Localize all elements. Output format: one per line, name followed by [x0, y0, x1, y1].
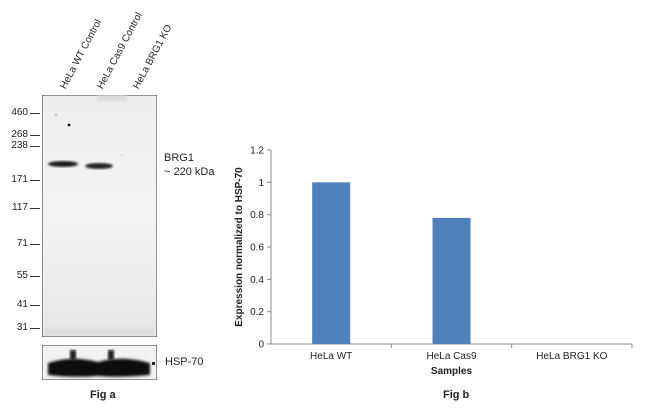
blot-band-brg1-wt: [48, 161, 78, 167]
y-tick-label: 1.2: [250, 146, 264, 157]
y-tick-label: 0: [258, 340, 264, 351]
target-size-label: ~ 220 kDa: [164, 166, 215, 178]
mw-marker: 31: [16, 322, 28, 333]
y-axis-title: Expression normalized to HSP-70: [234, 167, 245, 327]
loading-control-marker: [152, 362, 155, 365]
blot-band-brg1-cas9: [85, 163, 113, 169]
mw-marker: 171: [11, 174, 28, 185]
y-tick-label: 0.4: [250, 275, 264, 286]
y-tick-label: 0.2: [250, 307, 264, 318]
mw-marker: 268: [11, 129, 28, 140]
mw-tick: [30, 305, 40, 306]
x-axis-title: Samples: [431, 366, 473, 377]
loading-control-label: HSP-70: [165, 356, 204, 368]
mw-tick: [30, 180, 40, 181]
mw-tick: [30, 244, 40, 245]
mw-marker: 55: [16, 270, 28, 281]
y-tick-label: 0.6: [250, 243, 264, 254]
mw-tick: [30, 276, 40, 277]
mw-marker: 460: [11, 107, 28, 118]
y-tick-label: 0.8: [250, 210, 264, 221]
fig-a-label: Fig a: [90, 389, 116, 401]
loading-control-blot: [42, 345, 157, 380]
mw-tick: [30, 135, 40, 136]
mw-tick: [30, 146, 40, 147]
bar-2: [432, 217, 471, 344]
x-tick-label: HeLa BRG1 KO: [536, 351, 607, 362]
fig-b-label: Fig b: [443, 389, 470, 401]
mw-marker: 41: [16, 299, 28, 310]
y-tick-label: 1: [258, 178, 264, 189]
x-tick-label: HeLa WT: [310, 351, 352, 362]
mw-tick: [30, 113, 40, 114]
mw-marker: 71: [16, 238, 28, 249]
blot-image: [42, 95, 157, 337]
mw-tick: [30, 328, 40, 329]
x-tick-label: HeLa Cas9: [426, 351, 476, 362]
bar-1: [312, 182, 351, 344]
target-label: BRG1: [164, 152, 194, 164]
mw-marker: 117: [12, 202, 28, 213]
mw-marker: 238: [11, 140, 28, 151]
mw-tick: [30, 208, 40, 209]
